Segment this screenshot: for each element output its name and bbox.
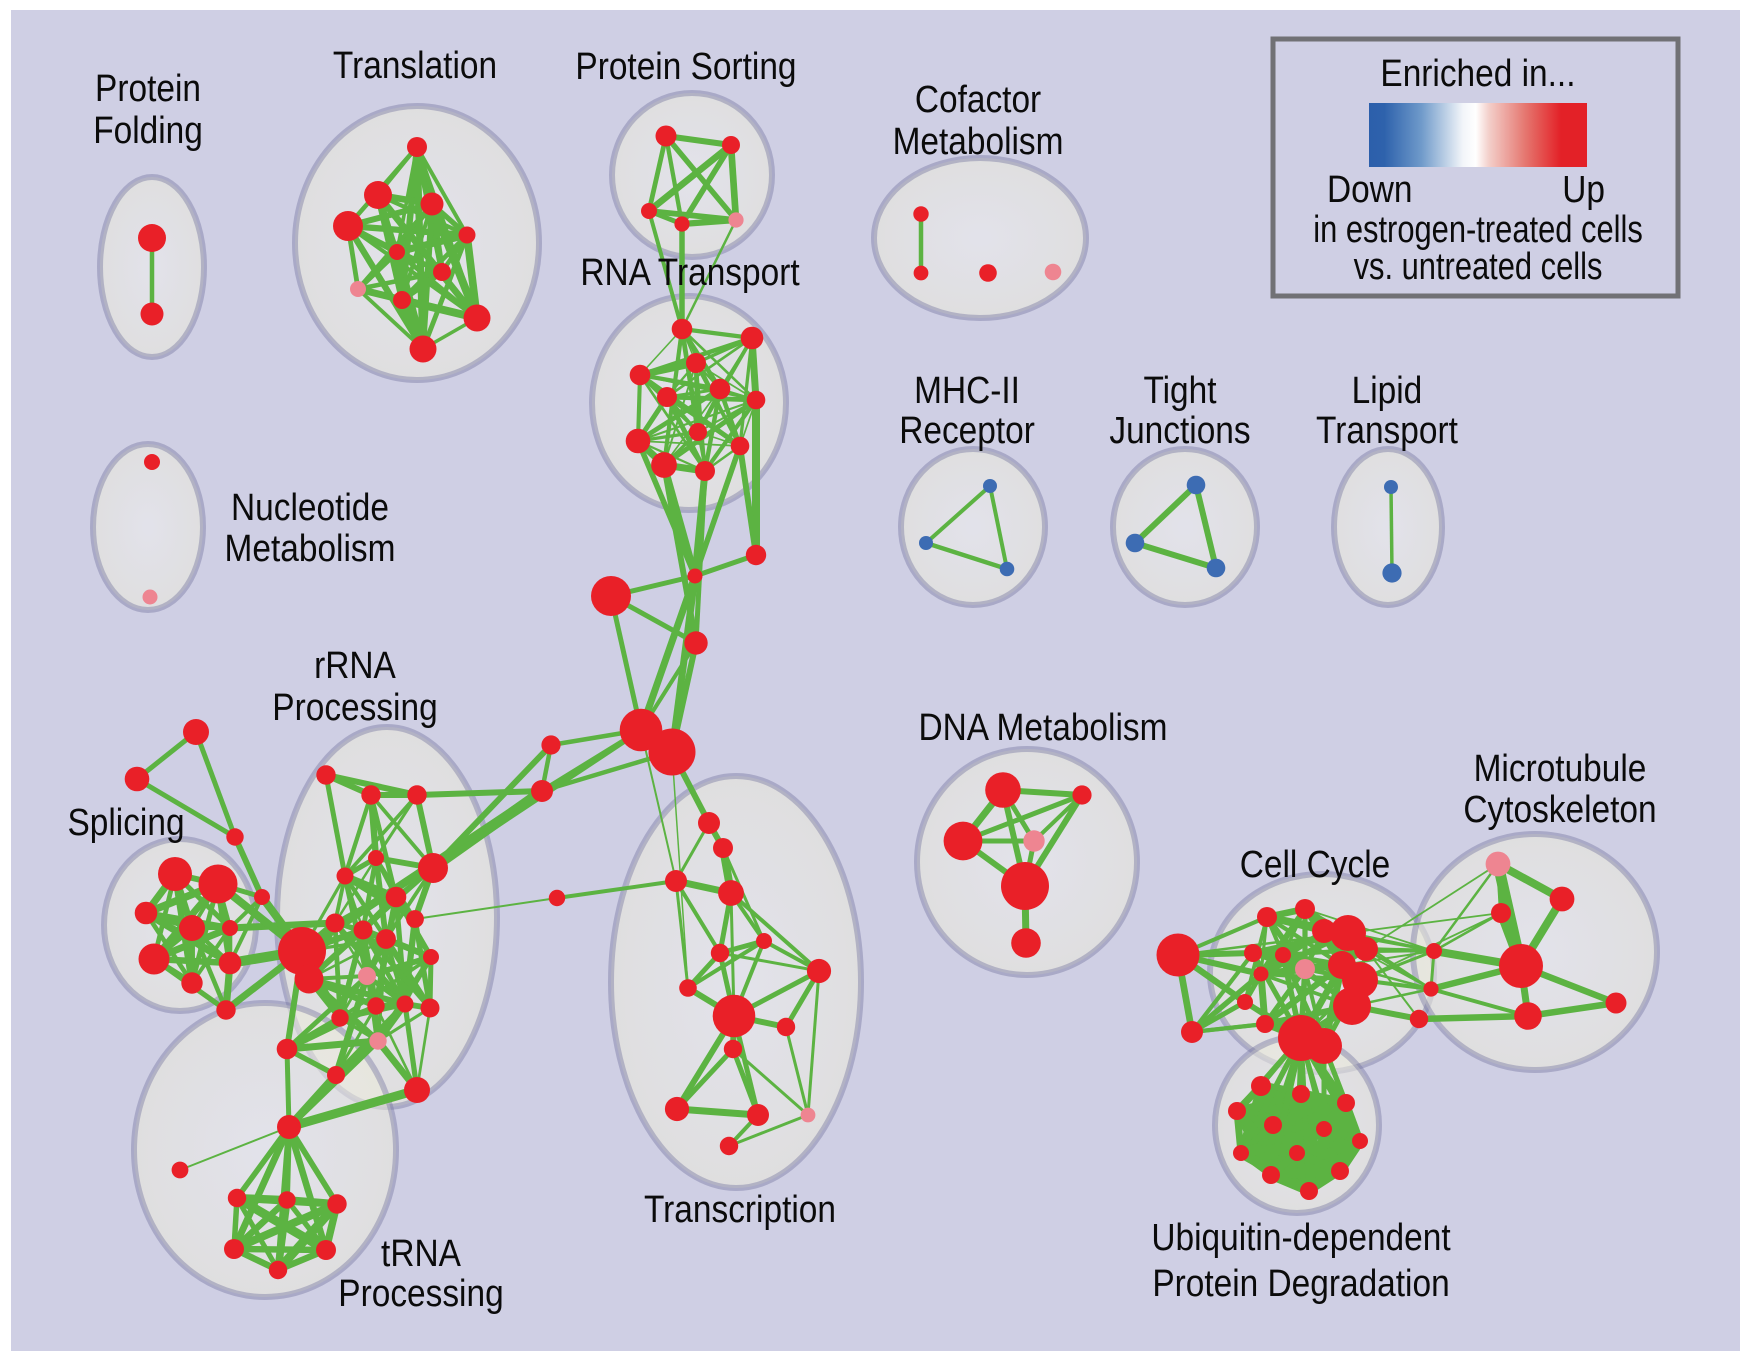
svg-text:Ubiquitin-dependent: Ubiquitin-dependent [1151,1216,1450,1258]
svg-text:Up: Up [1562,168,1605,210]
svg-text:Junctions: Junctions [1109,409,1250,451]
svg-text:Processing: Processing [272,686,437,728]
svg-text:Protein Sorting: Protein Sorting [575,45,796,87]
svg-text:Metabolism: Metabolism [893,120,1064,162]
svg-text:Cell Cycle: Cell Cycle [1240,843,1390,885]
svg-text:Translation: Translation [333,44,497,86]
svg-text:Down: Down [1327,168,1412,210]
svg-text:Receptor: Receptor [899,409,1035,451]
svg-text:rRNA: rRNA [314,644,396,686]
svg-text:Enriched in...: Enriched in... [1380,52,1575,94]
svg-text:tRNA: tRNA [381,1232,461,1274]
svg-text:Splicing: Splicing [67,801,184,843]
svg-text:Microtubule: Microtubule [1474,747,1647,789]
svg-text:Lipid: Lipid [1352,369,1423,411]
svg-text:Cofactor: Cofactor [915,78,1041,120]
svg-text:Protein: Protein [95,67,201,109]
svg-text:DNA Metabolism: DNA Metabolism [918,706,1167,748]
svg-text:Protein Degradation: Protein Degradation [1152,1262,1449,1304]
svg-text:vs. untreated cells: vs. untreated cells [1354,246,1603,288]
svg-text:Folding: Folding [93,109,203,151]
svg-text:Tight: Tight [1143,369,1216,411]
svg-text:in estrogen-treated cells: in estrogen-treated cells [1313,209,1643,251]
svg-text:Cytoskeleton: Cytoskeleton [1463,788,1656,830]
svg-text:Metabolism: Metabolism [225,527,396,569]
svg-text:Transcription: Transcription [644,1188,836,1230]
svg-text:Processing: Processing [338,1272,503,1314]
svg-text:Nucleotide: Nucleotide [231,486,389,528]
svg-text:RNA Transport: RNA Transport [580,251,799,293]
svg-text:MHC-II: MHC-II [914,369,1020,411]
svg-text:Transport: Transport [1316,409,1458,451]
